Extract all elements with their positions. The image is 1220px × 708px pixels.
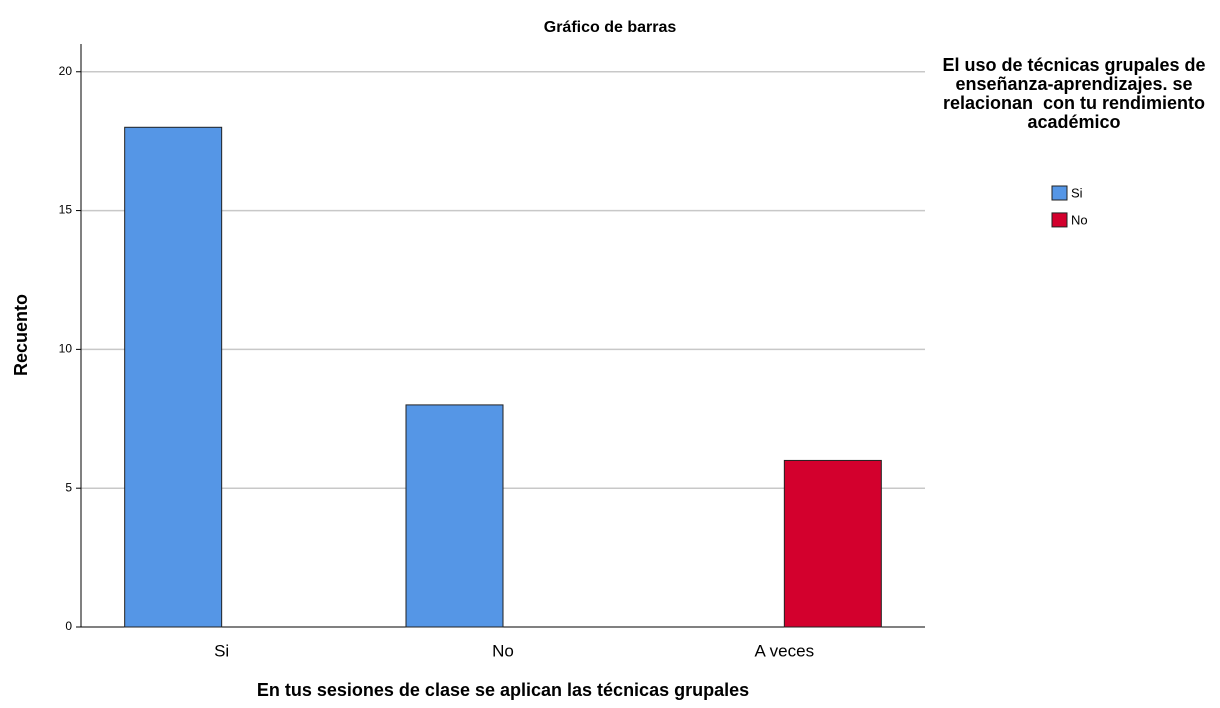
legend-swatch bbox=[1051, 185, 1068, 201]
legend-swatch bbox=[1051, 212, 1068, 228]
bar bbox=[124, 126, 223, 628]
y-tick-label: 10 bbox=[59, 342, 73, 356]
legend-label: No bbox=[1071, 212, 1088, 227]
x-tick-label: A veces bbox=[755, 641, 815, 660]
y-tick-label: 0 bbox=[65, 619, 72, 633]
x-tick-label: Si bbox=[214, 641, 229, 660]
y-tick-label: 5 bbox=[65, 480, 72, 494]
x-axis-label: En tus sesiones de clase se aplican las … bbox=[257, 680, 749, 700]
bar bbox=[405, 404, 504, 628]
chart-title: Gráfico de barras bbox=[544, 19, 677, 36]
y-tick-label: 15 bbox=[59, 203, 73, 217]
x-tick-label: No bbox=[492, 641, 514, 660]
bar bbox=[783, 459, 882, 628]
legend-title: El uso de técnicas grupales de enseñanza… bbox=[942, 55, 1211, 132]
y-tick-label: 20 bbox=[59, 64, 73, 78]
legend-label: Si bbox=[1071, 185, 1083, 200]
y-axis-label: Recuento bbox=[11, 294, 31, 376]
